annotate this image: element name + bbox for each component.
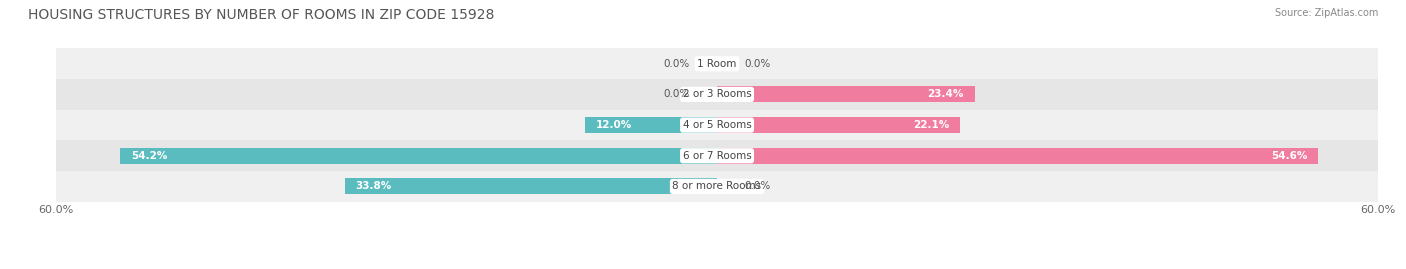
Bar bbox=[717, 86, 974, 102]
Bar bbox=[56, 79, 1378, 110]
Text: 12.0%: 12.0% bbox=[596, 120, 633, 130]
Text: 0.0%: 0.0% bbox=[664, 89, 689, 100]
Bar bbox=[56, 48, 1378, 79]
Bar bbox=[344, 178, 717, 194]
Text: 2 or 3 Rooms: 2 or 3 Rooms bbox=[683, 89, 751, 100]
Bar bbox=[717, 148, 1319, 164]
Text: 23.4%: 23.4% bbox=[928, 89, 963, 100]
Text: 22.1%: 22.1% bbox=[914, 120, 949, 130]
Text: 33.8%: 33.8% bbox=[356, 181, 392, 192]
Text: 0.0%: 0.0% bbox=[745, 59, 770, 69]
Bar bbox=[717, 117, 960, 133]
Text: 54.2%: 54.2% bbox=[131, 151, 167, 161]
Bar bbox=[56, 171, 1378, 202]
Bar bbox=[56, 110, 1378, 140]
Text: 0.0%: 0.0% bbox=[664, 59, 689, 69]
Text: 1 Room: 1 Room bbox=[697, 59, 737, 69]
Text: Source: ZipAtlas.com: Source: ZipAtlas.com bbox=[1274, 8, 1378, 18]
Text: 4 or 5 Rooms: 4 or 5 Rooms bbox=[683, 120, 751, 130]
Text: 8 or more Rooms: 8 or more Rooms bbox=[672, 181, 762, 192]
Text: 54.6%: 54.6% bbox=[1271, 151, 1308, 161]
Bar bbox=[56, 140, 1378, 171]
Bar bbox=[120, 148, 717, 164]
Text: 0.0%: 0.0% bbox=[745, 181, 770, 192]
Text: 6 or 7 Rooms: 6 or 7 Rooms bbox=[683, 151, 751, 161]
Bar bbox=[585, 117, 717, 133]
Text: HOUSING STRUCTURES BY NUMBER OF ROOMS IN ZIP CODE 15928: HOUSING STRUCTURES BY NUMBER OF ROOMS IN… bbox=[28, 8, 495, 22]
